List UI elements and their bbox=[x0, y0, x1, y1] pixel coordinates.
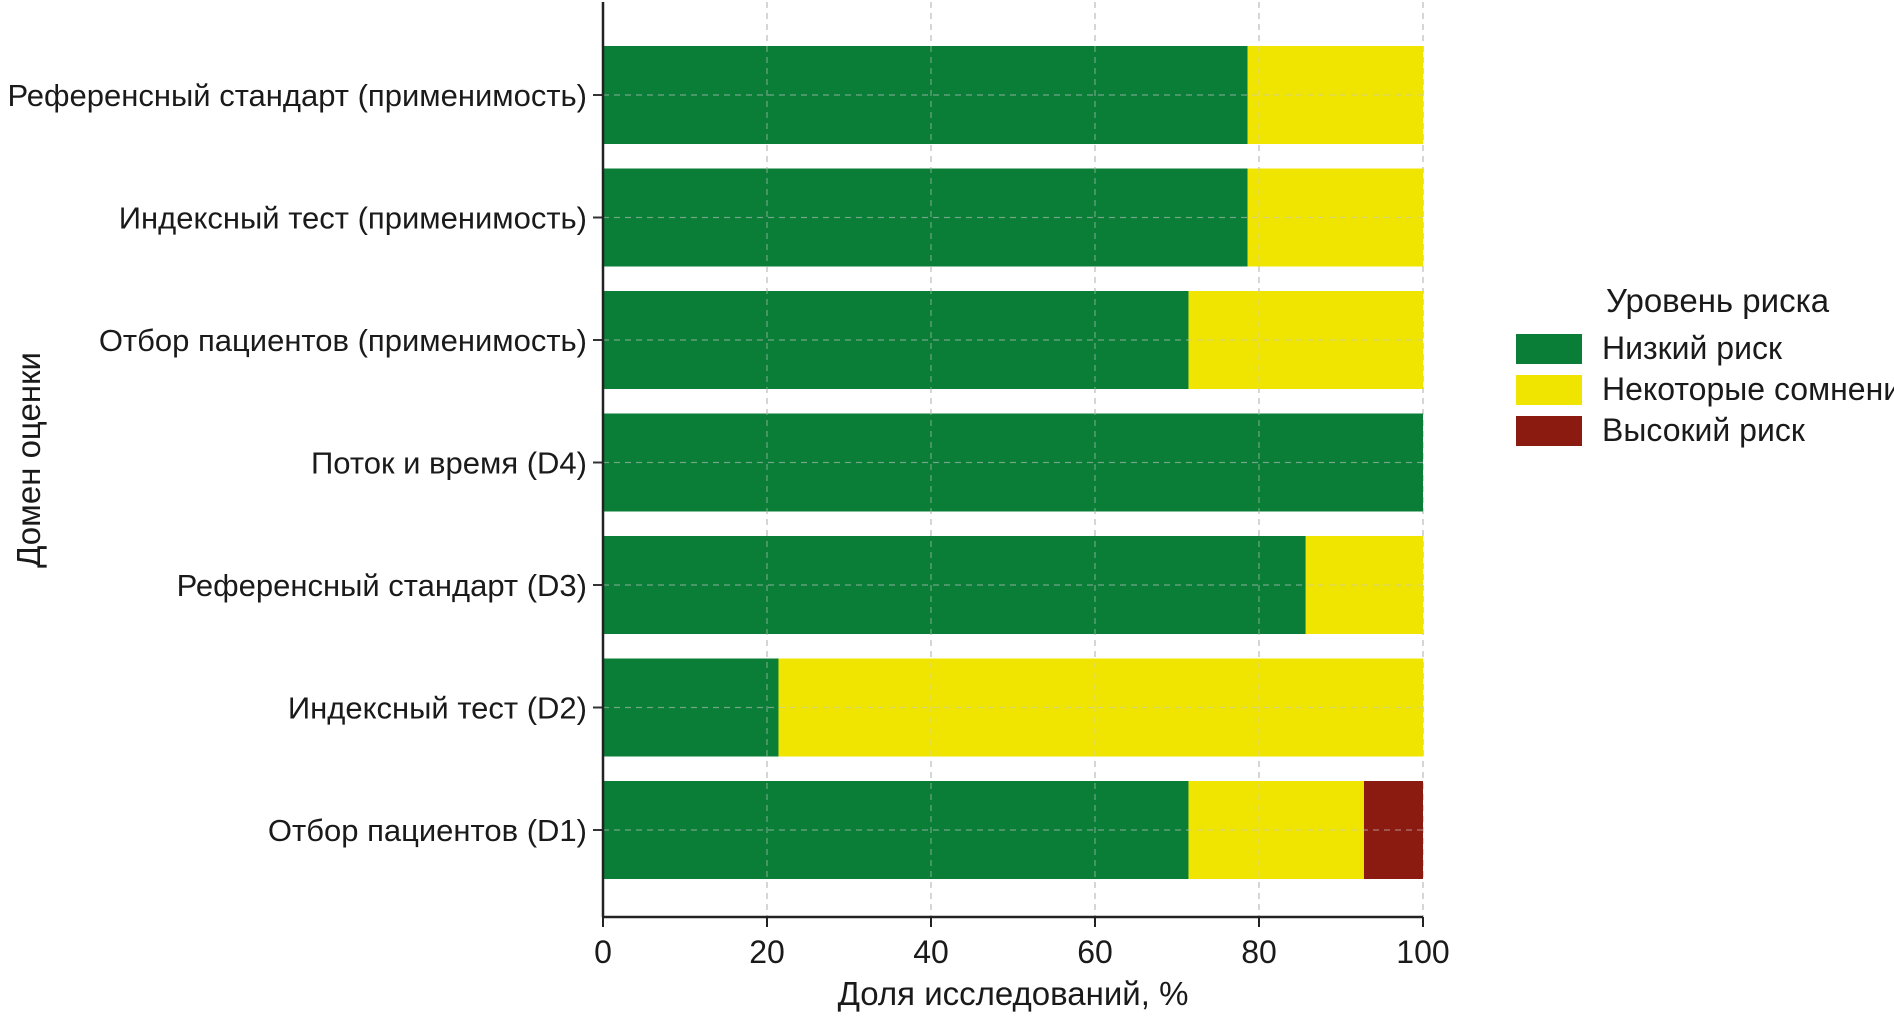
category-label: Поток и время (D4) bbox=[311, 446, 587, 481]
category-label: Отбор пациентов (применимость) bbox=[99, 323, 587, 358]
x-tick-label: 100 bbox=[1396, 934, 1449, 970]
bar-segment bbox=[1363, 781, 1423, 879]
y-axis-title: Домен оценки bbox=[10, 352, 47, 568]
legend-items: Низкий риск Некоторые сомнения Высокий рис… bbox=[1516, 328, 1894, 451]
category-label: Референсный стандарт (D3) bbox=[177, 568, 587, 603]
legend: Уровень риска Низкий риск Некоторые сомне… bbox=[1516, 282, 1894, 451]
legend-title: Уровень риска bbox=[1606, 282, 1830, 319]
labels-layer: Отбор пациентов (D1) Индексный тест (D2) Р… bbox=[7, 78, 1449, 970]
gridline-overlay bbox=[603, 2, 1423, 917]
category-label: Референсный стандарт (применимость) bbox=[7, 78, 587, 113]
x-tick-label: 80 bbox=[1241, 934, 1277, 970]
category-label: Индексный тест (применимость) bbox=[119, 201, 587, 236]
legend-item: Высокий риск bbox=[1516, 410, 1894, 451]
legend-label: Высокий риск bbox=[1602, 412, 1805, 448]
legend-label: Некоторые сомнения bbox=[1602, 371, 1894, 407]
legend-swatch bbox=[1516, 333, 1582, 364]
x-axis-title: Доля исследований, % bbox=[838, 975, 1189, 1012]
legend-item: Некоторые сомнения bbox=[1516, 369, 1894, 410]
legend-swatch bbox=[1516, 374, 1582, 405]
legend-label: Низкий риск bbox=[1602, 330, 1782, 366]
category-label: Отбор пациентов (D1) bbox=[268, 813, 587, 848]
x-tick-label: 40 bbox=[913, 934, 949, 970]
legend-swatch bbox=[1516, 415, 1582, 446]
legend-item: Низкий риск bbox=[1516, 328, 1894, 369]
x-tick-label: 20 bbox=[749, 934, 785, 970]
bar-segment bbox=[1188, 291, 1423, 389]
axes-layer bbox=[593, 2, 1424, 927]
x-tick-label: 0 bbox=[594, 934, 612, 970]
category-label: Индексный тест (D2) bbox=[288, 691, 587, 726]
x-tick-label: 60 bbox=[1077, 934, 1113, 970]
